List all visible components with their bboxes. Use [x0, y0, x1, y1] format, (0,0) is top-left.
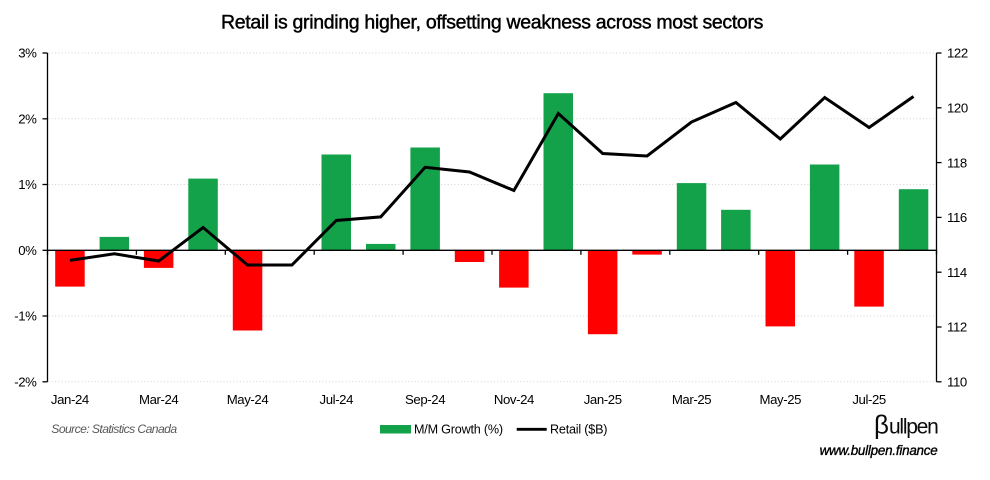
svg-text:Nov-24: Nov-24 — [494, 392, 534, 407]
svg-text:118: 118 — [947, 155, 967, 170]
svg-text:Jan-24: Jan-24 — [51, 392, 89, 407]
svg-text:116: 116 — [947, 210, 967, 225]
svg-text:110: 110 — [947, 375, 967, 390]
svg-text:Retail is grinding higher, off: Retail is grinding higher, offsetting we… — [221, 12, 764, 34]
svg-text:Jul-24: Jul-24 — [320, 392, 354, 407]
svg-text:Sep-24: Sep-24 — [405, 392, 445, 407]
svg-text:120: 120 — [947, 101, 968, 116]
svg-text:122: 122 — [947, 46, 968, 61]
svg-text:Retail ($B): Retail ($B) — [550, 422, 607, 436]
svg-text:www.bullpen.finance: www.bullpen.finance — [820, 443, 938, 458]
svg-text:2%: 2% — [18, 112, 37, 127]
svg-text:Mar-25: Mar-25 — [672, 392, 711, 407]
svg-text:Jul-25: Jul-25 — [852, 392, 886, 407]
svg-text:112: 112 — [947, 320, 967, 335]
svg-text:-1%: -1% — [14, 309, 37, 324]
svg-text:1%: 1% — [18, 177, 37, 192]
svg-text:3%: 3% — [18, 46, 37, 61]
svg-text:May-25: May-25 — [760, 392, 802, 407]
svg-text:-2%: -2% — [14, 375, 37, 390]
svg-text:Source: Statistics Canada: Source: Statistics Canada — [51, 422, 177, 436]
svg-text:Mar-24: Mar-24 — [139, 392, 178, 407]
svg-text:114: 114 — [947, 265, 967, 280]
svg-text:0%: 0% — [18, 243, 37, 258]
svg-text:M/M Growth (%): M/M Growth (%) — [414, 422, 503, 436]
svg-text:May-24: May-24 — [227, 392, 269, 407]
svg-text:Jan-25: Jan-25 — [584, 392, 622, 407]
